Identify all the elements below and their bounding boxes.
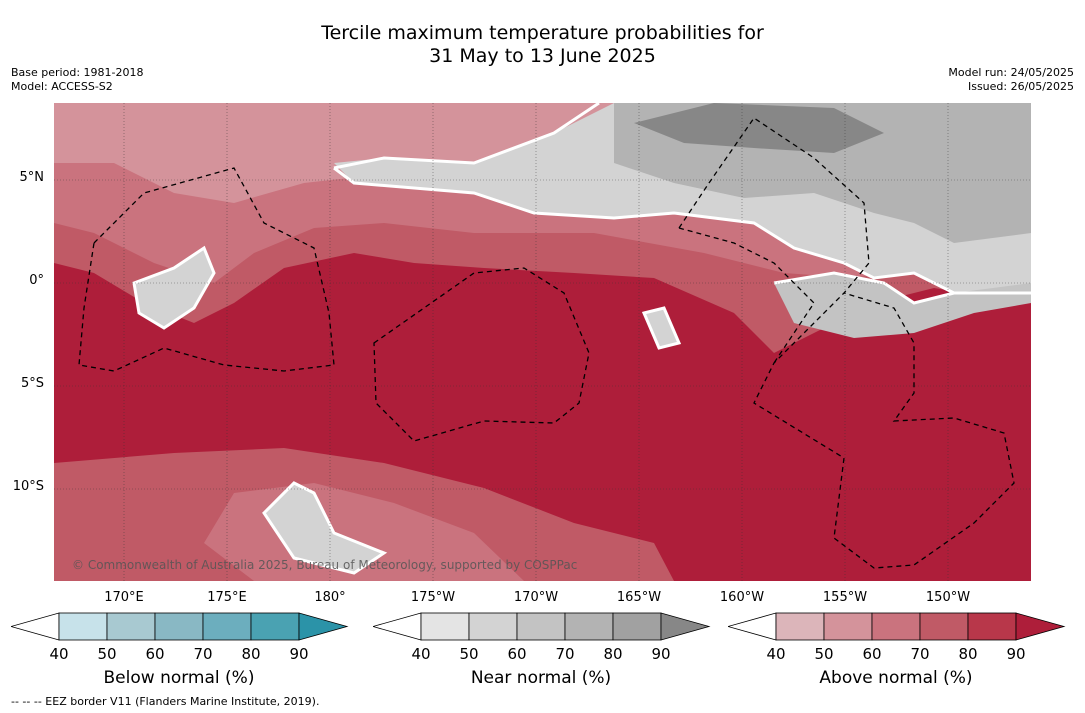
colorbar-near-label: Near normal (%) (470, 668, 612, 688)
colorbar-near-tick-label: 90 (651, 645, 670, 663)
colorbar-below-tick-label: 70 (193, 645, 212, 663)
colorbar-above-segment (919, 612, 969, 641)
graticule (54, 103, 1031, 581)
colorbar-near-tick-label: 60 (507, 645, 526, 663)
colorbar-below-tick-label: 60 (145, 645, 164, 663)
colorbar-near-segment (564, 612, 614, 641)
colorbar-above-tick-label: 70 (910, 645, 929, 663)
colorbar-above: 40 50 60 70 80 90 (728, 612, 1066, 663)
colorbar-below-label: Below normal (%) (103, 668, 255, 688)
colorbar-below-tick-label: 80 (241, 645, 260, 663)
colorbar-near-min-cap (373, 612, 422, 641)
colorbar-above-segment (967, 612, 1017, 641)
lat-label-0: 0° (29, 273, 44, 288)
above-50-region (54, 103, 654, 203)
colorbar-near-tick-label: 40 (411, 645, 430, 663)
colorbar-near-max-cap (660, 612, 711, 641)
colorbar-above-min-cap (728, 612, 777, 641)
colorbar-below-segment (202, 612, 252, 641)
colorbar-above-tick-label: 50 (814, 645, 833, 663)
colorbar-above-tick-label: 60 (862, 645, 881, 663)
lon-label-170w: 170°W (513, 590, 559, 605)
lon-label-165w: 165°W (616, 590, 662, 605)
near-normal-90 (634, 103, 884, 153)
colorbar-above-segment (823, 612, 873, 641)
lat-label-5n: 5°N (19, 170, 45, 185)
colorbar-near-tick-label: 80 (603, 645, 622, 663)
model-run: Model run: 24/05/2025 (948, 66, 1074, 79)
colorbar-above-tick-label: 80 (958, 645, 977, 663)
eez-footnote: -- -- -- EEZ border V11 (Flanders Marine… (11, 695, 320, 708)
model-name: Model: ACCESS-S2 (11, 80, 113, 93)
colorbar-near-segment (420, 612, 470, 641)
lon-label-175w: 175°W (410, 590, 456, 605)
map-title: Tercile maximum temperature probabilitie… (0, 22, 1085, 68)
colorbar-below-tick-label: 40 (49, 645, 68, 663)
lon-label-150w: 150°W (925, 590, 971, 605)
lon-label-175e: 175°E (207, 590, 247, 605)
near-normal-small (644, 308, 679, 348)
colorbar-below-max-cap (298, 612, 349, 641)
category-boundary (132, 103, 1031, 575)
probability-map (54, 103, 1031, 581)
colorbar-above-segment (871, 612, 921, 641)
colorbar-below-segment (58, 612, 108, 641)
colorbar-below-tick-label: 90 (289, 645, 308, 663)
colorbar-below-segment (154, 612, 204, 641)
copyright-notice: © Commonwealth of Australia 2025, Bureau… (72, 558, 578, 572)
lat-label-5s: 5°S (20, 376, 44, 391)
near-normal-east (774, 273, 1031, 338)
colorbar-above-tick-label: 40 (766, 645, 785, 663)
colorbar-above-segment (775, 612, 825, 641)
colorbar-below-segment (106, 612, 156, 641)
base-period: Base period: 1981-2018 (11, 66, 144, 79)
colorbar-above-label: Above normal (%) (819, 668, 973, 688)
colorbar-near-segment (612, 612, 662, 641)
colorbar-near-tick-label: 70 (555, 645, 574, 663)
colorbar-near-tick-label: 50 (459, 645, 478, 663)
colorbar-below-tick-label: 50 (97, 645, 116, 663)
colorbar-above-max-cap (1015, 612, 1066, 641)
title-line-1: Tercile maximum temperature probabilitie… (321, 22, 764, 44)
title-line-2: 31 May to 13 June 2025 (429, 45, 656, 67)
lat-label-10s: 10°S (12, 479, 44, 494)
eez-borders (78, 117, 1015, 569)
colorbar-below-min-cap (11, 612, 60, 641)
issued-date: Issued: 26/05/2025 (967, 80, 1074, 93)
near-normal-south (264, 483, 384, 573)
colorbar-below-segment (250, 612, 300, 641)
lon-label-155w: 155°W (822, 590, 868, 605)
lon-label-160w: 160°W (719, 590, 765, 605)
lon-label-180: 180° (314, 590, 346, 605)
colorbar-near-segment (516, 612, 566, 641)
colorbar-near: 40 50 60 70 80 90 (373, 612, 711, 663)
colorbar-above-tick-label: 90 (1006, 645, 1025, 663)
lon-label-170e: 170°E (104, 590, 144, 605)
colorbar-near-segment (468, 612, 518, 641)
colorbar-below: 40 50 60 70 80 90 (11, 612, 349, 663)
meta-left: Base period: 1981-2018 Model: ACCESS-S2 (11, 66, 143, 94)
meta-right: Model run: 24/05/2025 Issued: 26/05/2025 (948, 66, 1074, 94)
